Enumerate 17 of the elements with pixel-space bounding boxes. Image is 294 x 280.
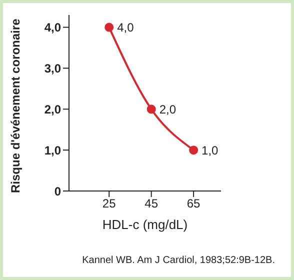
- y-tick-label: 3,0: [44, 61, 62, 76]
- y-tick-label: 1,0: [44, 143, 62, 158]
- y-tick-label: 2,0: [44, 102, 62, 116]
- y-tick-label: 4,0: [44, 20, 62, 35]
- data-label: 4,0: [117, 20, 134, 35]
- x-tick-label: 65: [186, 196, 201, 211]
- point: [189, 146, 198, 155]
- data-label: 1,0: [202, 143, 219, 158]
- x-axis-title: HDL-c (mg/dL): [102, 217, 188, 232]
- text: Kannel WB. Am J Cardiol, 1983;52:9B-12B.: [82, 255, 275, 266]
- point: [146, 104, 156, 114]
- y-tick-label: 0: [54, 184, 62, 198]
- y-axis-title: Risque d'événement coronaire: [8, 18, 22, 193]
- x-tick-label: 25: [102, 196, 116, 211]
- x-tick-label: 45: [144, 196, 158, 211]
- point: [104, 22, 114, 32]
- data-label: 2,0: [159, 102, 176, 116]
